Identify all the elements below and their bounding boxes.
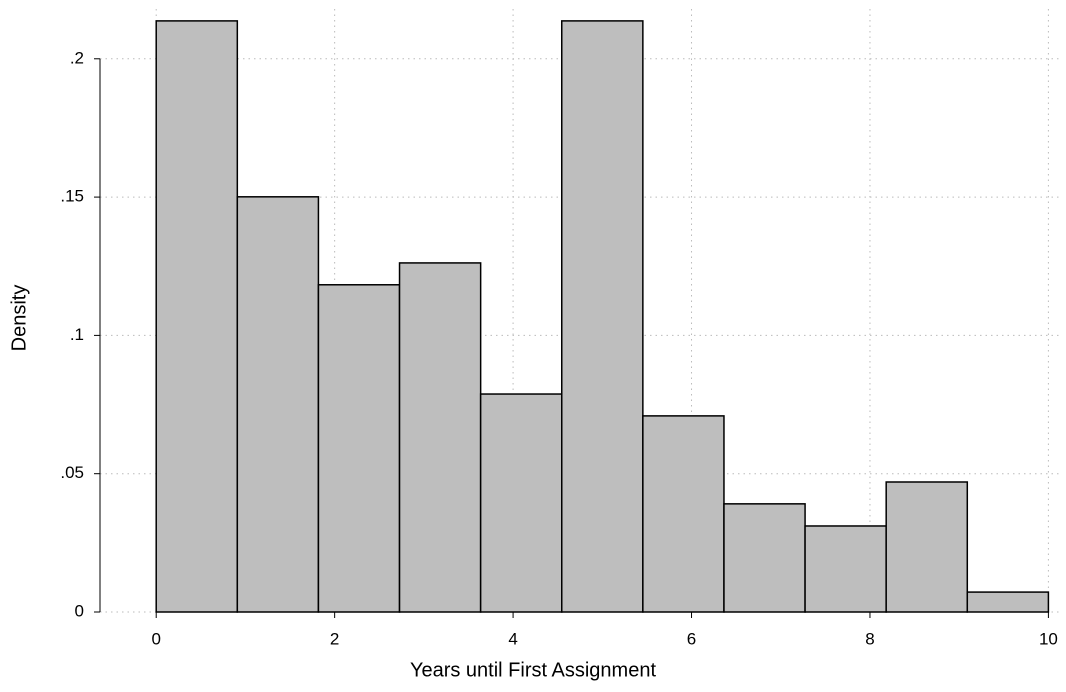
bar xyxy=(966,591,1050,613)
y-axis-title: Density xyxy=(8,285,30,352)
bar xyxy=(317,284,401,613)
y-tick-label: .15 xyxy=(60,187,84,206)
x-tick-label: 4 xyxy=(508,629,517,648)
bar xyxy=(804,525,887,613)
x-tick-label: 10 xyxy=(1039,629,1058,648)
x-tick-label: 0 xyxy=(151,629,160,648)
x-tick-label: 2 xyxy=(330,629,339,648)
bar xyxy=(236,196,320,613)
bar xyxy=(723,503,806,613)
bar xyxy=(398,262,482,613)
y-tick-label: .1 xyxy=(70,325,84,344)
bar xyxy=(885,481,969,613)
bar xyxy=(642,415,725,613)
y-tick-label: 0 xyxy=(75,601,84,620)
y-tick-label: .2 xyxy=(70,48,84,67)
bar xyxy=(479,393,563,613)
y-tick-label: .05 xyxy=(60,463,84,482)
x-tick-label: 8 xyxy=(865,629,874,648)
x-axis-title: Years until First Assignment xyxy=(410,659,656,681)
bar xyxy=(155,20,239,613)
x-tick-label: 6 xyxy=(687,629,696,648)
bar xyxy=(561,20,644,613)
